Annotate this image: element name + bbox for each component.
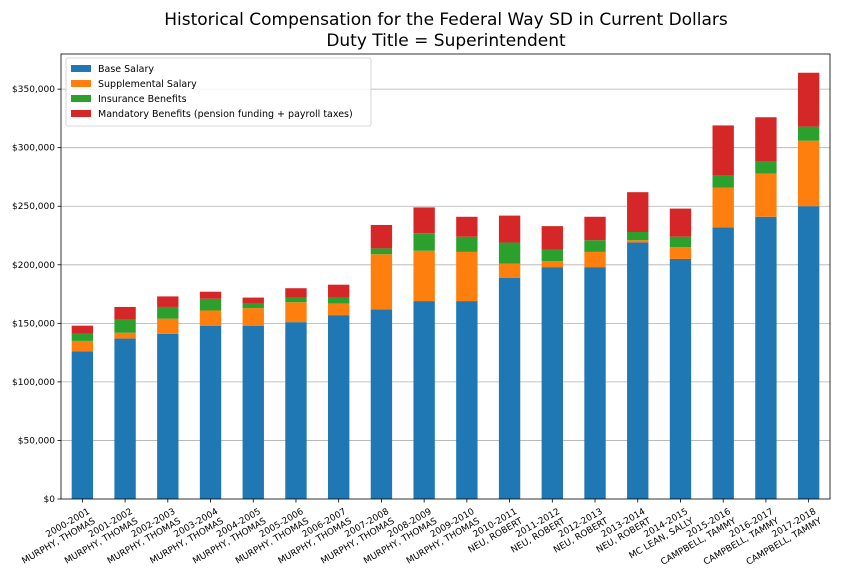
bar-segment-insurance-benefits	[541, 249, 563, 262]
bar-segment-supplemental-salary	[669, 247, 692, 259]
bar-segment-insurance-benefits	[157, 306, 179, 319]
bar-segment-base-salary	[456, 301, 478, 499]
bars	[71, 72, 820, 500]
bar-segment-supplemental-salary	[328, 303, 350, 316]
bar-segment-base-salary	[285, 322, 307, 499]
bar-segment-supplemental-salary	[797, 140, 820, 207]
y-tick-label: $300,000	[12, 144, 55, 154]
bar-segment-mandatory-benefits-pension-funding-payroll-taxes	[627, 192, 649, 232]
bar-segment-supplemental-salary	[456, 251, 478, 302]
legend-label: Mandatory Benefits (pension funding + pa…	[98, 109, 353, 120]
legend-swatch	[71, 95, 91, 102]
bar-segment-base-salary	[114, 338, 136, 499]
bar-segment-mandatory-benefits-pension-funding-payroll-taxes	[712, 125, 734, 176]
bar-segment-insurance-benefits	[456, 236, 478, 252]
bar-segment-base-salary	[712, 227, 734, 499]
bar-segment-mandatory-benefits-pension-funding-payroll-taxes	[755, 117, 777, 162]
bar-segment-supplemental-salary	[498, 263, 521, 278]
bar-segment-mandatory-benefits-pension-funding-payroll-taxes	[71, 325, 94, 334]
bar-segment-insurance-benefits	[285, 297, 307, 303]
legend-swatch	[71, 80, 91, 87]
bar-segment-insurance-benefits	[71, 333, 94, 341]
legend: Base Salary Supplemental Salary Insurance …	[65, 57, 372, 127]
bar-segment-insurance-benefits	[413, 233, 435, 251]
bar-segment-mandatory-benefits-pension-funding-payroll-taxes	[199, 291, 222, 299]
bar-segment-mandatory-benefits-pension-funding-payroll-taxes	[456, 216, 478, 237]
legend-swatch	[71, 65, 91, 72]
bar-segment-insurance-benefits	[669, 236, 692, 248]
bar-segment-supplemental-salary	[413, 250, 435, 302]
bar-segment-base-salary	[71, 351, 94, 499]
bar-segment-mandatory-benefits-pension-funding-payroll-taxes	[328, 284, 350, 298]
bar-segment-supplemental-salary	[584, 251, 606, 268]
bar-segment-mandatory-benefits-pension-funding-payroll-taxes	[498, 215, 521, 243]
bar-segment-insurance-benefits	[199, 298, 222, 311]
bar-segment-insurance-benefits	[797, 126, 820, 141]
bar-segment-insurance-benefits	[584, 240, 606, 252]
bar-segment-insurance-benefits	[627, 232, 649, 241]
bar-segment-mandatory-benefits-pension-funding-payroll-taxes	[285, 288, 307, 298]
bar-segment-base-salary	[370, 309, 393, 499]
bar-segment-insurance-benefits	[370, 248, 393, 255]
bar-segment-base-salary	[157, 333, 179, 499]
y-axis-ticks: $0 $50,000 $100,000 $150,000 $200,000 $250,00…	[12, 85, 61, 505]
y-tick-label: $100,000	[12, 378, 55, 388]
bar-segment-mandatory-benefits-pension-funding-payroll-taxes	[370, 224, 393, 249]
bar-segment-insurance-benefits	[242, 303, 264, 309]
y-tick-label: $50,000	[18, 436, 55, 446]
bar-segment-base-salary	[413, 301, 435, 499]
bar-segment-mandatory-benefits-pension-funding-payroll-taxes	[541, 226, 563, 250]
bar-segment-base-salary	[199, 325, 222, 499]
bar-segment-supplemental-salary	[541, 261, 563, 268]
bar-segment-base-salary	[627, 242, 649, 499]
bar-segment-supplemental-salary	[157, 318, 179, 334]
bar-segment-base-salary	[498, 277, 521, 499]
bar-segment-insurance-benefits	[712, 175, 734, 188]
bar-segment-insurance-benefits	[328, 297, 350, 304]
legend-label: Base Salary	[98, 64, 154, 75]
bar-segment-supplemental-salary	[114, 332, 136, 339]
y-tick-label: $150,000	[12, 319, 55, 329]
plot-frame	[60, 53, 831, 500]
legend-box	[65, 57, 372, 127]
bar-segment-insurance-benefits	[114, 319, 136, 333]
bar-segment-supplemental-salary	[285, 302, 307, 323]
bar-segment-mandatory-benefits-pension-funding-payroll-taxes	[797, 72, 820, 127]
bar-segment-supplemental-salary	[242, 308, 264, 326]
bar-segment-mandatory-benefits-pension-funding-payroll-taxes	[669, 208, 692, 237]
bar-segment-supplemental-salary	[71, 340, 94, 352]
bar-segment-supplemental-salary	[370, 254, 393, 310]
legend-label: Supplemental Salary	[98, 79, 197, 90]
y-tick-label: $0	[44, 495, 56, 505]
chart-title: Historical Compensation for the Federal …	[164, 10, 728, 30]
bar-segment-insurance-benefits	[498, 242, 521, 264]
chart-subtitle: Duty Title = Superintendent	[326, 31, 566, 51]
bar-segment-mandatory-benefits-pension-funding-payroll-taxes	[413, 207, 435, 234]
bar-segment-supplemental-salary	[627, 240, 649, 243]
bar-segment-supplemental-salary	[199, 310, 222, 326]
bar-segment-base-salary	[584, 267, 606, 499]
y-tick-label: $250,000	[12, 202, 55, 212]
bar-segment-insurance-benefits	[755, 161, 777, 174]
bar-segment-base-salary	[242, 325, 264, 499]
legend-swatch	[71, 110, 91, 117]
bar-segment-supplemental-salary	[712, 187, 734, 228]
bar-segment-base-salary	[541, 267, 563, 499]
bar-segment-mandatory-benefits-pension-funding-payroll-taxes	[114, 306, 136, 320]
bar-segment-base-salary	[797, 206, 820, 499]
bar-segment-mandatory-benefits-pension-funding-payroll-taxes	[242, 297, 264, 304]
bar-segment-mandatory-benefits-pension-funding-payroll-taxes	[157, 296, 179, 307]
y-tick-label: $200,000	[12, 261, 55, 271]
bar-segment-base-salary	[669, 258, 692, 499]
bar-segment-mandatory-benefits-pension-funding-payroll-taxes	[584, 216, 606, 241]
bar-segment-supplemental-salary	[755, 173, 777, 217]
bar-segment-base-salary	[755, 216, 777, 500]
bar-segment-base-salary	[328, 315, 350, 499]
legend-label: Insurance Benefits	[98, 94, 187, 105]
y-tick-label: $350,000	[12, 85, 55, 95]
